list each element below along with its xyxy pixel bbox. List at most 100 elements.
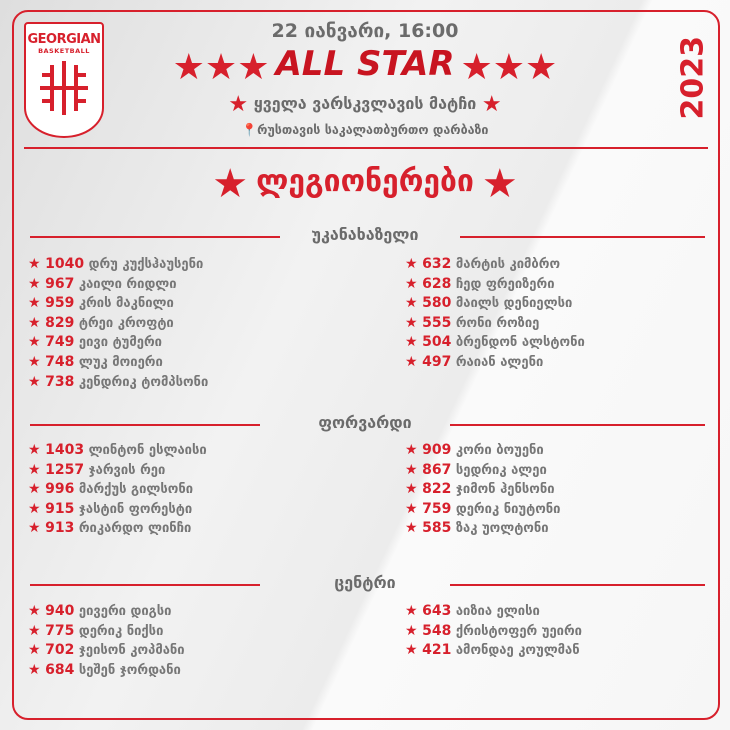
list-item: ★ 967 კაილი რიდლი — [28, 275, 208, 295]
vote-count: 829 — [45, 314, 75, 331]
logo-text: GEORGIAN — [27, 32, 101, 47]
georgian-basketball-logo: GEORGIAN BASKETBALL — [24, 22, 104, 138]
player-name: სედრიკ ალეი — [455, 462, 547, 478]
list-item: ★ 580 მაილს დენიელსი — [405, 294, 585, 314]
player-name: ლინტონ ესლაისი — [88, 443, 207, 458]
vote-count: 1040 — [45, 256, 85, 272]
vote-count: 775 — [45, 622, 75, 639]
vote-count: 738 — [45, 373, 75, 390]
subtitle-text: ყველა ვარსკვლავის მატჩი — [253, 94, 477, 113]
player-list-left: ★ 1040 დრუ კუქსჰაუსენი ★ 967 კაილი რიდლი ★… — [28, 255, 208, 392]
section-line — [30, 424, 260, 426]
list-item: ★ 684 სეშენ ჯორდანი — [28, 661, 185, 681]
player-name: აიზია ელისი — [455, 604, 540, 619]
vote-count: 959 — [45, 295, 75, 312]
venue: 📍რუსთავის საკალათბურთო დარბაზი — [0, 122, 730, 138]
vote-count: 555 — [422, 314, 452, 331]
vote-count: 940 — [45, 603, 75, 619]
player-name: ჯიმონ ჰენსონი — [455, 482, 555, 498]
vote-count: 497 — [422, 353, 452, 370]
player-name: კორი ბოუენი — [455, 443, 544, 458]
star-icon: ★ — [405, 500, 418, 517]
player-name: დერიკ ნიქსი — [78, 623, 164, 639]
star-icon: ★ — [28, 481, 41, 498]
player-name: მარქუს გილსონი — [78, 482, 194, 498]
location-pin-icon: 📍 — [241, 122, 258, 137]
list-item: ★ 421 ამონდაე კოულმან — [405, 641, 582, 661]
star-icon: ★★★ — [460, 47, 558, 88]
event-name: ALL STAR — [275, 44, 455, 84]
player-list-right: ★ 909 კორი ბოუენი ★ 867 სედრიკ ალეი ★ 822 … — [405, 441, 561, 539]
player-name: დრუ კუქსჰაუსენი — [88, 257, 204, 272]
star-icon: ★ — [28, 500, 41, 517]
venue-text: რუსთავის საკალათბურთო დარბაზი — [257, 122, 489, 137]
subtitle: ★ ყველა ვარსკვლავის მატჩი ★ — [0, 92, 730, 117]
star-icon: ★ — [28, 373, 41, 390]
star-icon: ★ — [28, 461, 41, 478]
section-line — [30, 584, 260, 586]
player-name: მაილს დენიელსი — [455, 296, 573, 312]
star-icon: ★ — [28, 642, 41, 659]
list-item: ★ 702 ჯეისონ კოპმანი — [28, 641, 185, 661]
player-name: დერიკ ნიუტონი — [455, 501, 561, 517]
player-name: ზაკ უოლტონი — [455, 521, 549, 537]
player-name: ჯასტინ ფორესტი — [78, 501, 193, 517]
star-icon: ★ — [405, 520, 418, 537]
star-icon: ★ — [405, 314, 418, 331]
vote-count: 1403 — [45, 442, 85, 458]
vote-count: 748 — [45, 353, 75, 370]
vote-count: 915 — [45, 500, 75, 517]
all-star-banner: ★★★ ALL STAR ★★★ — [0, 44, 730, 88]
vote-count: 421 — [422, 642, 452, 659]
star-icon: ★ — [28, 661, 41, 678]
player-list-left: ★ 1403 ლინტონ ესლაისი ★ 1257 ჯარვის რეი ★ … — [28, 441, 207, 539]
player-list-right: ★ 643 აიზია ელისი ★ 548 ქრისტოფერ უეირი ★ … — [405, 602, 582, 661]
list-item: ★ 959 კრის მაკნილი — [28, 294, 208, 314]
player-name: ამონდაე კოულმან — [455, 643, 580, 659]
vote-count: 580 — [422, 295, 452, 312]
player-name: ეივერი დიგსი — [78, 604, 172, 619]
star-icon: ★ — [28, 442, 41, 458]
player-name: რონი როზიე — [455, 315, 540, 331]
star-icon: ★ — [405, 353, 418, 370]
star-icon: ★ — [405, 461, 418, 478]
list-item: ★ 548 ქრისტოფერ უეირი — [405, 622, 582, 642]
vote-count: 822 — [422, 481, 452, 498]
vote-count: 749 — [45, 334, 75, 351]
star-icon: ★ — [28, 275, 41, 292]
list-item: ★ 585 ზაკ უოლტონი — [405, 519, 561, 539]
player-name: მარტის კიმბრო — [455, 257, 561, 272]
event-date: 22 იანვარი, 16:00 — [271, 20, 459, 42]
player-name: ბრენდონ ალსტონი — [455, 335, 585, 351]
star-icon: ★ — [405, 642, 418, 659]
list-item: ★ 913 რიკარდო ლინჩი — [28, 519, 207, 539]
section-line — [460, 236, 705, 238]
vote-count: 867 — [422, 461, 452, 478]
star-icon: ★ — [405, 275, 418, 292]
star-icon: ★ — [28, 603, 41, 619]
star-icon: ★★★ — [172, 47, 270, 88]
list-item: ★ 497 რაიან ალენი — [405, 353, 585, 373]
logo-subtext: BASKETBALL — [38, 47, 90, 55]
star-icon: ★ — [28, 334, 41, 351]
vote-count: 967 — [45, 275, 75, 292]
vote-count: 548 — [422, 622, 452, 639]
vote-count: 504 — [422, 334, 452, 351]
basketball-ornament-icon — [40, 61, 88, 115]
vote-count: 585 — [422, 520, 452, 537]
section-header: ცენტრი — [334, 573, 396, 592]
star-icon: ★ — [28, 256, 41, 272]
star-icon: ★ — [481, 161, 518, 207]
list-item: ★ 748 ლუკ მოიერი — [28, 353, 208, 373]
list-item: ★ 867 სედრიკ ალეი — [405, 461, 561, 481]
list-item: ★ 759 დერიკ ნიუტონი — [405, 500, 561, 520]
title-text: ლეგიონერები — [256, 164, 474, 199]
star-icon: ★ — [405, 603, 418, 619]
list-item: ★ 504 ბრენდონ ალსტონი — [405, 333, 585, 353]
star-icon: ★ — [28, 622, 41, 639]
player-name: ჯარვის რეი — [88, 462, 166, 478]
vote-count: 643 — [422, 603, 452, 619]
star-icon: ★ — [405, 334, 418, 351]
star-icon: ★ — [212, 161, 249, 207]
player-name: ეივი ტუმერი — [78, 335, 162, 351]
